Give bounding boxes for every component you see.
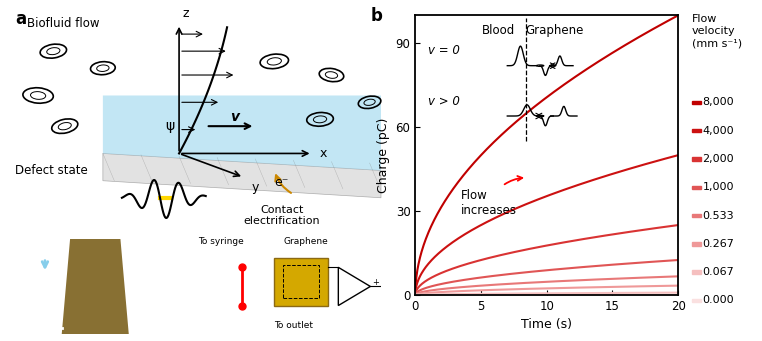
Polygon shape: [103, 95, 381, 170]
Text: −: −: [536, 61, 543, 70]
Text: To syringe: To syringe: [198, 237, 244, 247]
Y-axis label: Charge (pC): Charge (pC): [377, 117, 390, 193]
Text: −: −: [536, 112, 543, 120]
Polygon shape: [103, 153, 381, 198]
Text: v = 0: v = 0: [428, 44, 460, 58]
Text: y: y: [251, 181, 259, 194]
Polygon shape: [338, 267, 370, 306]
Text: 0.533: 0.533: [703, 210, 735, 221]
Text: Biofluid flow: Biofluid flow: [27, 17, 99, 30]
Text: 1,000: 1,000: [703, 182, 734, 192]
Text: 2,000: 2,000: [703, 154, 735, 164]
FancyBboxPatch shape: [274, 258, 328, 306]
Text: 0.267: 0.267: [703, 239, 735, 249]
Text: x: x: [320, 147, 328, 160]
Text: e⁻: e⁻: [274, 176, 289, 189]
Text: z: z: [183, 8, 190, 20]
Text: Defect state: Defect state: [15, 164, 88, 177]
Text: Flow: Flow: [20, 246, 46, 256]
Text: 4,000: 4,000: [703, 125, 735, 136]
Text: v > 0: v > 0: [428, 95, 460, 108]
Text: 0.000: 0.000: [703, 295, 735, 306]
Text: ψ: ψ: [166, 119, 174, 133]
Text: v: v: [230, 110, 239, 124]
Polygon shape: [62, 239, 129, 334]
Text: b: b: [370, 7, 383, 25]
Text: 0.067: 0.067: [703, 267, 735, 277]
Text: Graphene: Graphene: [526, 24, 584, 37]
Text: 8,000: 8,000: [703, 97, 735, 107]
Text: To outlet: To outlet: [274, 322, 313, 330]
Text: Graphene: Graphene: [284, 237, 328, 247]
X-axis label: Time (s): Time (s): [521, 318, 572, 331]
Text: Flow
increases: Flow increases: [461, 176, 522, 217]
Text: a: a: [15, 10, 27, 28]
Text: −: −: [373, 282, 379, 291]
Text: Flow
velocity
(mm s⁻¹): Flow velocity (mm s⁻¹): [692, 14, 742, 48]
Text: Blood: Blood: [482, 24, 515, 37]
Text: Contact
electrification: Contact electrification: [244, 205, 320, 226]
Text: +: +: [373, 279, 379, 287]
